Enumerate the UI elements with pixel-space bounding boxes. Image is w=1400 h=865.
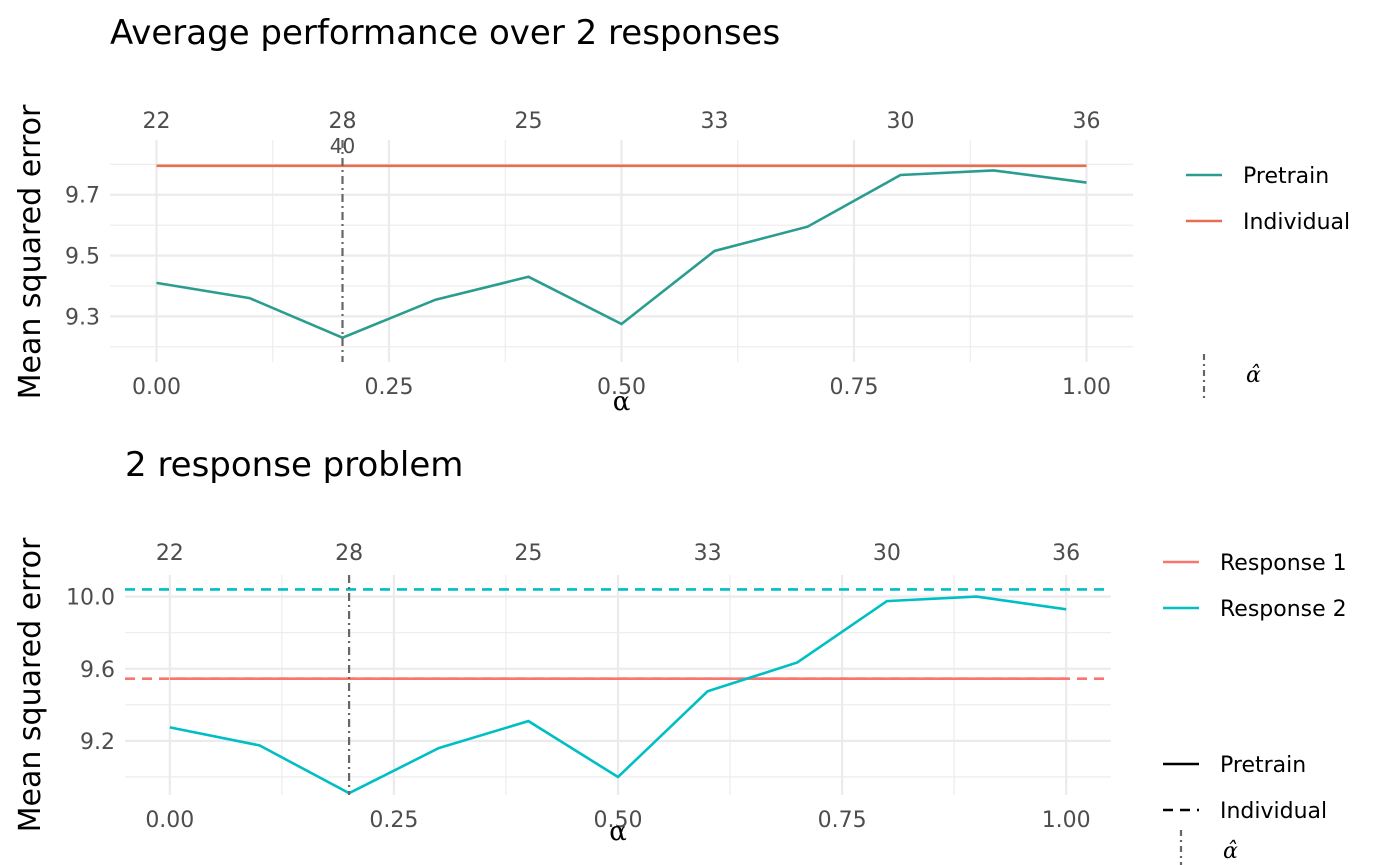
x-tick-label: 1.00 bbox=[1042, 808, 1091, 833]
chart-panel-1: 0.00 0.25 0.50 0.75 1.00 9.3 9.5 9.7 22 28 25 33 30 3… bbox=[13, 13, 1350, 417]
legend-label: Response 1 bbox=[1220, 551, 1347, 576]
x-tick-label: 0.25 bbox=[365, 375, 414, 400]
x-tick-label: 0.75 bbox=[830, 375, 879, 400]
legend-label: Individual bbox=[1243, 210, 1350, 235]
y-tick-label: 9.5 bbox=[65, 245, 100, 270]
y-tick-label: 9.6 bbox=[80, 658, 115, 683]
top-axis-label: 28 bbox=[329, 109, 357, 134]
legend-label: Pretrain bbox=[1243, 164, 1329, 189]
chart-panel-2: 0.00 0.25 0.50 0.75 1.00 9.2 9.6 10.0 22 28 25 33 30… bbox=[13, 445, 1347, 865]
x-axis-label: α bbox=[613, 387, 631, 417]
top-axis-label: 36 bbox=[1052, 541, 1080, 566]
top-axis-label: 36 bbox=[1073, 109, 1101, 134]
legend-label: α̂ bbox=[1223, 839, 1238, 864]
chart-title: Average performance over 2 responses bbox=[110, 13, 780, 53]
y-tick-label: 9.7 bbox=[65, 184, 100, 209]
legend-panel-2: Response 1 Response 2 Pretrain Individual α̂ bbox=[1163, 551, 1347, 865]
y-axis-label: Mean squared error bbox=[13, 537, 48, 832]
y-tick-label: 9.3 bbox=[65, 305, 100, 330]
y-axis-label: Mean squared error bbox=[13, 104, 48, 399]
x-tick-label: 0.50 bbox=[597, 375, 646, 400]
series-line-pretrain bbox=[156, 169, 1087, 340]
x-tick-label: 0.25 bbox=[369, 808, 418, 833]
legend-label: α̂ bbox=[1246, 363, 1261, 388]
top-axis-label: 30 bbox=[887, 109, 915, 134]
chart-title: 2 response problem bbox=[125, 445, 463, 485]
top-axis-label: 25 bbox=[514, 541, 542, 566]
vline-label: 40 bbox=[330, 134, 355, 158]
x-tick-label: 0.00 bbox=[132, 375, 181, 400]
legend-panel-1: Pretrain Individual α̂ bbox=[1186, 164, 1350, 400]
top-axis-label: 33 bbox=[701, 109, 729, 134]
x-tick-label: 0.75 bbox=[818, 808, 867, 833]
top-axis-label: 25 bbox=[515, 109, 543, 134]
y-tick-label: 10.0 bbox=[66, 586, 115, 611]
legend-label: Pretrain bbox=[1220, 753, 1306, 778]
top-axis-label: 22 bbox=[143, 109, 171, 134]
y-tick-label: 9.2 bbox=[80, 730, 115, 755]
top-axis-label: 33 bbox=[694, 541, 722, 566]
legend-label: Individual bbox=[1220, 799, 1327, 824]
x-tick-label: 0.50 bbox=[594, 808, 643, 833]
x-tick-label: 0.00 bbox=[145, 808, 194, 833]
legend-label: Response 2 bbox=[1220, 597, 1347, 622]
top-axis-label: 30 bbox=[873, 541, 901, 566]
x-axis-label: α bbox=[609, 817, 627, 847]
top-axis-label: 28 bbox=[335, 541, 363, 566]
series-line-response-2-pretrain bbox=[169, 595, 1067, 795]
x-tick-label: 1.00 bbox=[1062, 375, 1111, 400]
top-axis-label: 22 bbox=[156, 541, 184, 566]
